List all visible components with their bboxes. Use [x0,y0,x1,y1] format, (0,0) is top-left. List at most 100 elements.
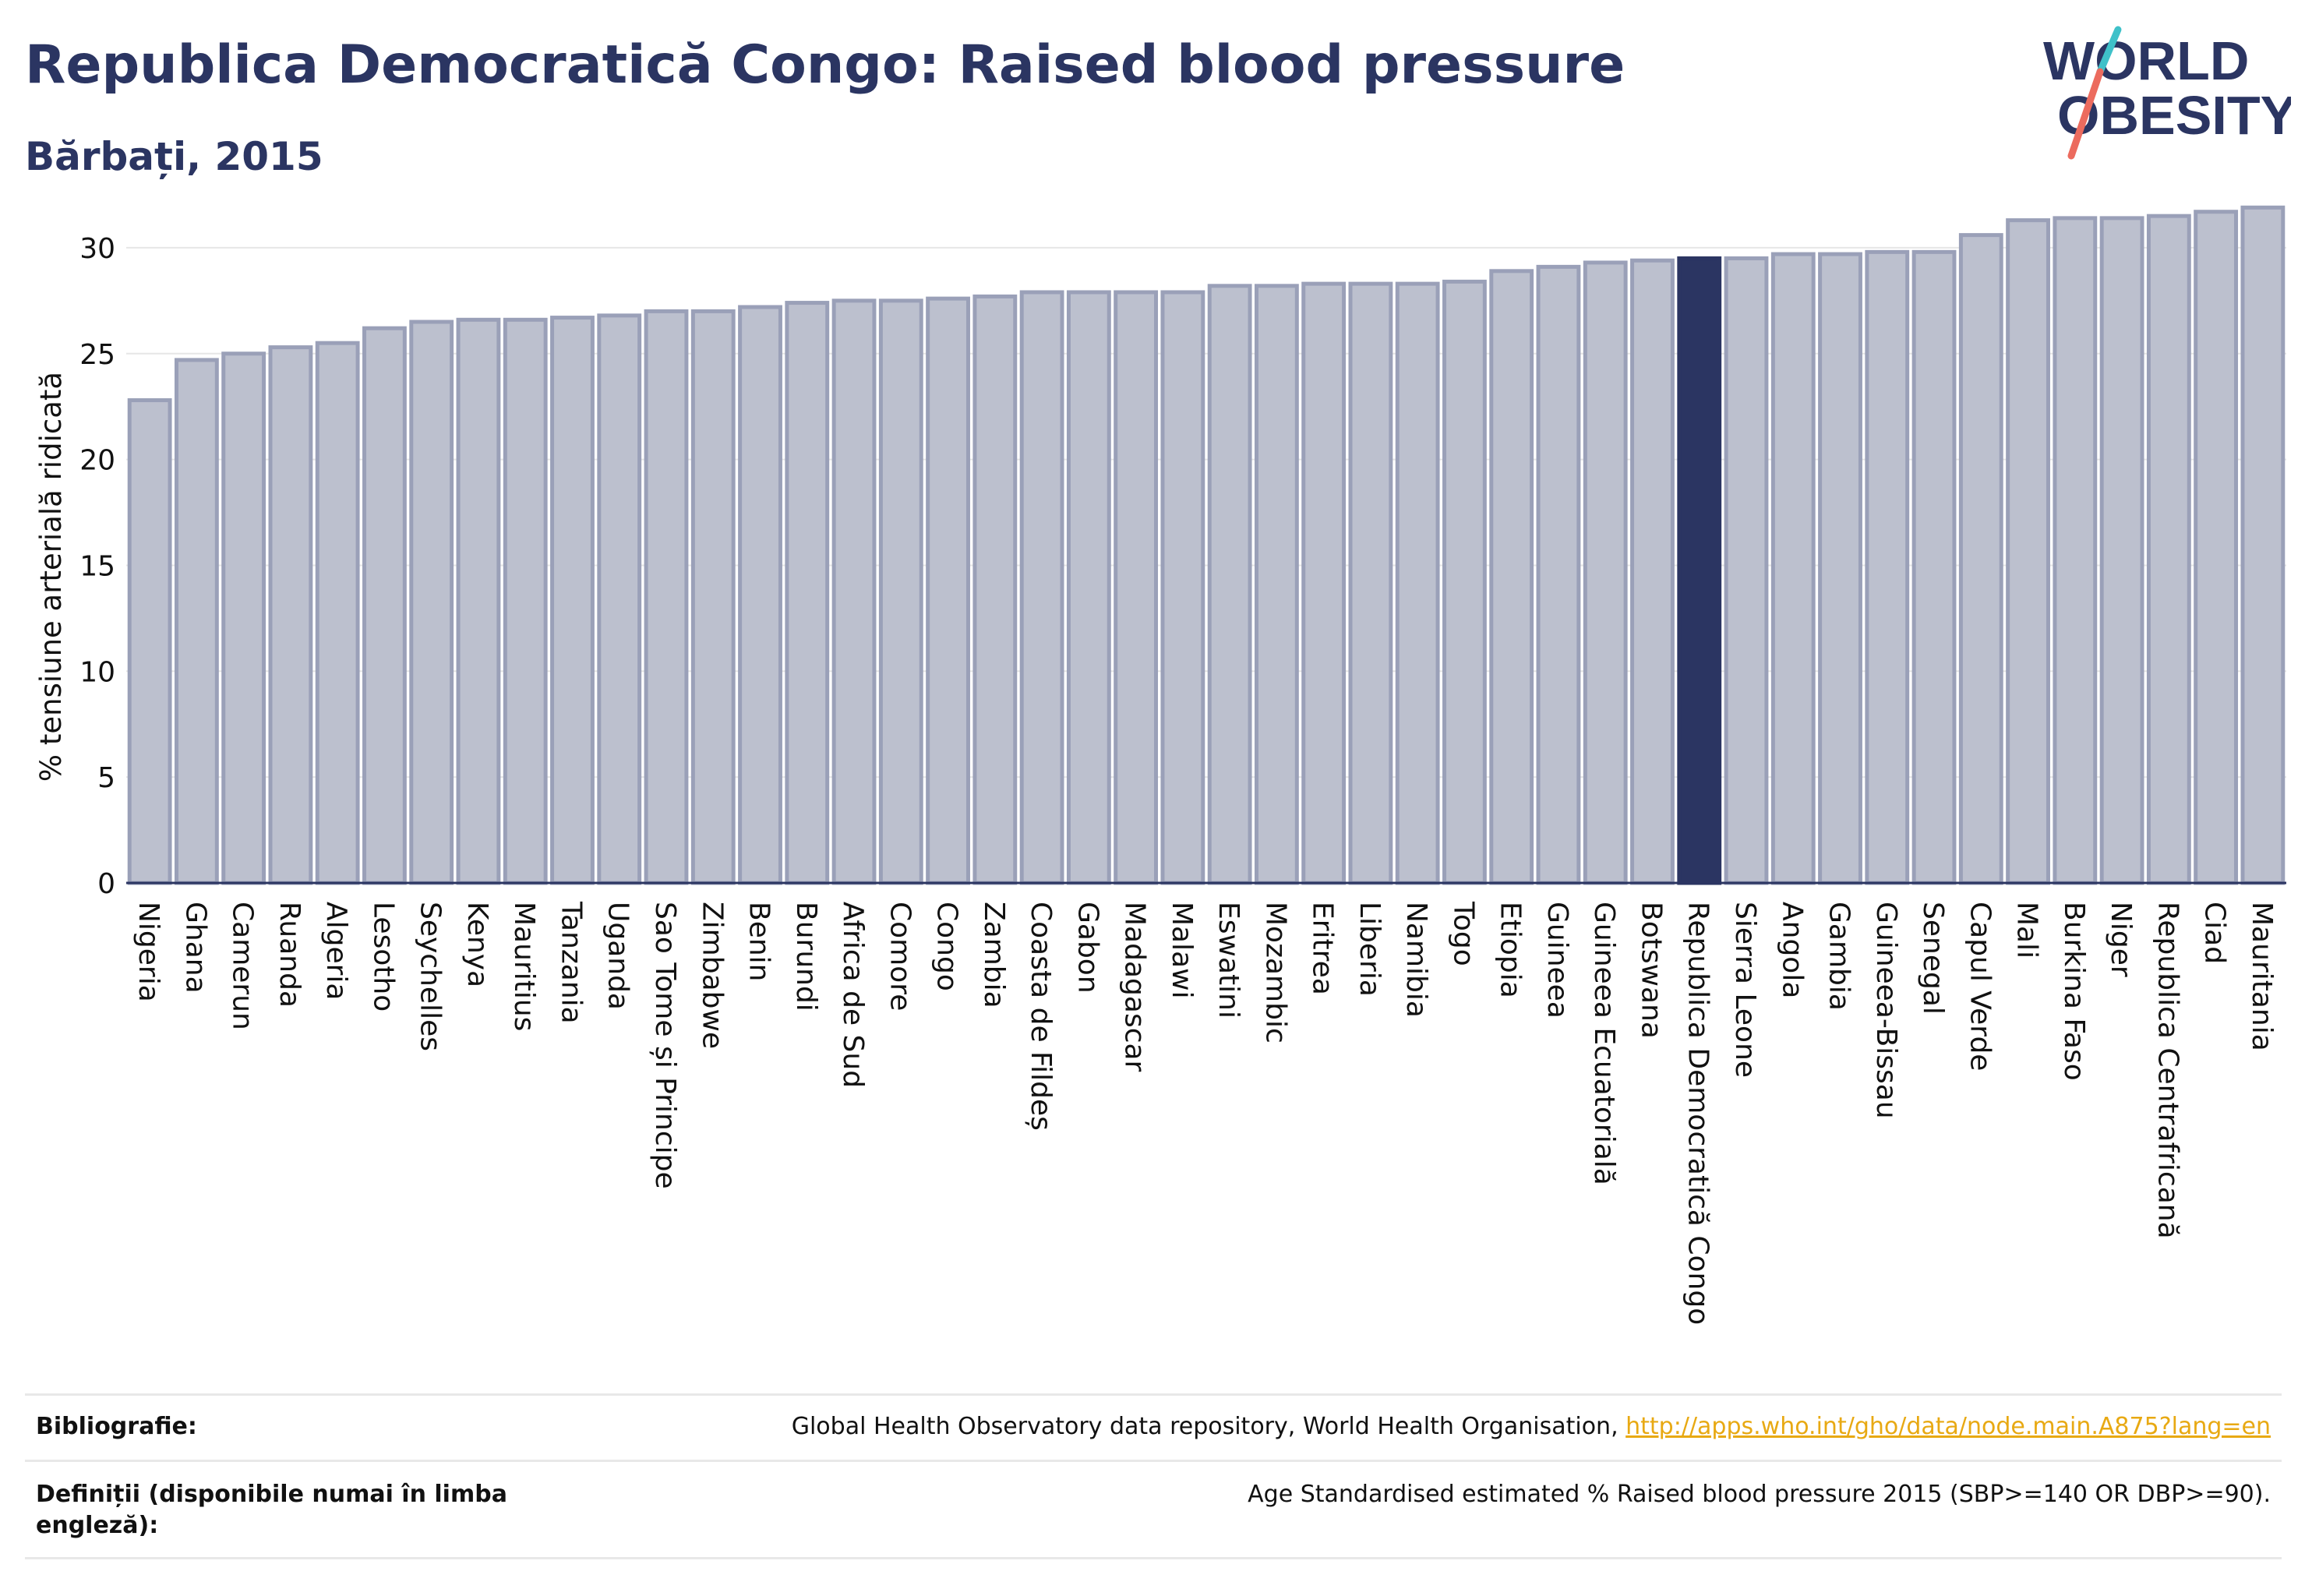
x-tick-label: Sao Tome și Principe [649,902,681,1189]
x-tick-label: Niger [2105,902,2137,977]
x-tick-label: Gabon [1071,902,1103,994]
x-tick-label: Burundi [790,902,822,1012]
x-tick-label: Congo [931,902,963,991]
x-tick-label: Namibia [1400,902,1432,1018]
bibliography-label: Bibliografie: [36,1413,197,1440]
bar [1066,290,1111,885]
definitions-value: Age Standardised estimated % Raised bloo… [1248,1481,2271,1508]
bar-chart: 0 5 10 15 20 25 30 Nigeria Ghana Camerun Ruanda Al… [34,205,2286,1325]
bar [1207,284,1252,885]
world-obesity-logo[interactable]: WORLD OBESITY [2026,23,2291,164]
x-tick-label: Mauritania [2246,902,2278,1051]
x-tick-label: Malawi [1166,902,1198,999]
x-tick-label: Togo [1447,901,1479,966]
x-tick-label: Mauritius [508,902,540,1031]
bar [878,298,923,885]
x-tick-label: Burkina Faso [2058,902,2090,1081]
bar [221,351,267,885]
bar [2099,216,2144,885]
bar [409,320,454,885]
x-tick-label: Angola [1776,902,1808,998]
definitions-row: Definiții (disponibile numai în limba en… [25,1460,2282,1559]
x-tick-label: Eswatini [1213,902,1244,1019]
bar [597,313,642,885]
x-tick-label: Ghana [179,902,211,994]
x-tick-label: Nigeria [132,902,164,1002]
bar [127,398,172,885]
x-tick-label: Mozambic [1259,902,1291,1043]
y-tick-label: 30 [79,233,115,265]
bar [1160,290,1205,885]
y-tick-labels: 0 5 10 15 20 25 30 [79,233,115,900]
x-tick-label: Republica Centrafricană [2151,902,2183,1239]
y-tick-label: 25 [79,339,115,371]
x-tick-label: Camerun [227,902,259,1030]
bar [503,317,548,885]
bar [1911,249,1957,885]
bar [972,294,1018,885]
x-tick-label: Benin [743,902,775,981]
bibliography-text: Global Health Observatory data repositor… [791,1413,1626,1440]
bar [1536,264,1581,885]
x-tick-label: Sierra Leone [1729,902,1761,1078]
x-tick-label: Algeria [320,902,352,1001]
bar [1254,284,1299,885]
bar [1301,281,1347,885]
bar [1442,279,1487,885]
page-title: Republica Democratică Congo: Raised bloo… [25,34,1626,96]
x-tick-label: Uganda [602,902,634,1010]
x-tick-label: Lesotho [367,902,399,1012]
x-tick-label: Comore [884,902,916,1011]
x-tick-label: Zimbabwe [696,902,728,1049]
bar [1348,281,1393,885]
bar [174,358,219,885]
y-tick-label: 5 [97,762,115,794]
bar [2006,218,2050,885]
x-tick-label: Africa de Sud [837,902,869,1088]
bar [831,298,877,885]
x-tick-label: Zambia [978,902,1010,1008]
x-tick-label: Seychelles [415,902,447,1051]
x-tick-label: Gambia [1823,902,1855,1011]
logo-line-2: OBESITY [2057,85,2291,146]
bar-highlight [1677,256,1722,885]
y-tick-label: 10 [79,656,115,688]
bar [738,305,782,885]
x-tick-label: Liberia [1354,902,1385,997]
bar [362,326,407,885]
x-tick-label: Eritrea [1307,902,1339,995]
bar [2146,214,2191,885]
bar [1958,233,2003,885]
bibliography-link[interactable]: http://apps.who.int/gho/data/node.main.A… [1626,1413,2271,1440]
x-tick-label: Guineea-Bissau [1870,902,1902,1119]
logo-slash-teal [2096,26,2122,76]
bar [2240,205,2286,885]
x-tick-label: Guineea Ecuatorială [1588,902,1620,1185]
bar [1489,269,1534,885]
y-tick-label: 15 [79,550,115,582]
x-tick-label: Tanzania [555,901,587,1024]
x-tick-label: Mali [2011,902,2043,959]
bibliography-row: Bibliografie: Global Health Observatory … [25,1393,2282,1460]
x-tick-label: Guineea [1541,902,1573,1019]
x-tick-label: Coasta de Fildeș [1025,902,1057,1131]
x-tick-label: Etiopia [1495,902,1527,998]
bar [926,296,970,885]
bar [785,301,830,885]
bar [315,341,360,885]
bar [456,317,501,885]
logo-line-1: WORLD [2043,30,2249,91]
bar [1724,256,1769,885]
bars [127,205,2286,885]
bar [1770,252,1816,885]
bibliography-value: Global Health Observatory data repositor… [792,1411,2271,1442]
bar [1865,249,1910,885]
bar [1114,290,1159,885]
bar [690,309,736,885]
definitions-label: Definiții (disponibile numai în limba en… [36,1481,507,1539]
x-tick-label: Republica Democratică Congo [1682,902,1714,1325]
page-subtitle: Bărbați, 2015 [25,134,323,179]
bar [550,316,595,885]
bar [1630,258,1675,885]
logo-slash-coral [2067,68,2104,160]
